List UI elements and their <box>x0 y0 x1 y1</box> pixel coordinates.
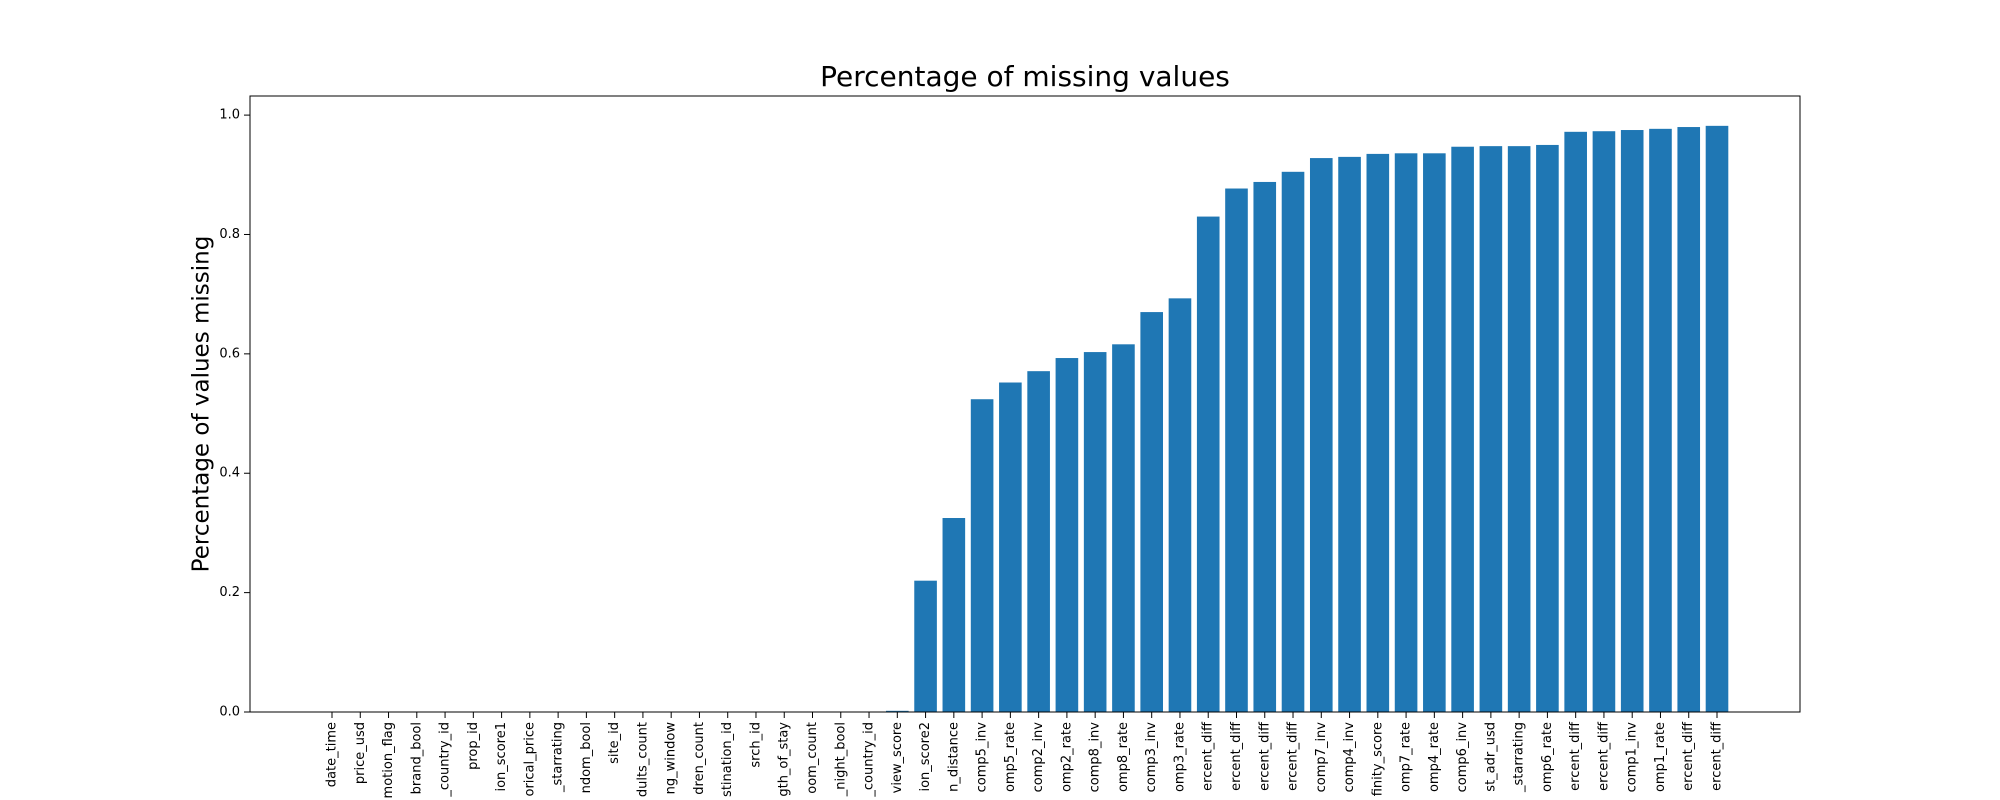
bar <box>1112 344 1135 712</box>
x-tick-label: comp2_inv <box>1031 722 1046 793</box>
y-tick-label: 1.0 <box>219 108 240 123</box>
x-tick-label: ercent_diff <box>1257 721 1272 791</box>
bar <box>1225 188 1248 712</box>
bar <box>1536 144 1559 712</box>
x-tick-label: brand_bool <box>409 722 424 794</box>
x-tick-label: comp7_inv <box>1314 722 1329 793</box>
y-axis-label: Percentage of values missing <box>189 236 215 573</box>
x-tick-label: ng_window <box>664 722 679 795</box>
bar <box>914 580 937 712</box>
x-tick-label: view_score <box>890 722 905 793</box>
x-tick-label: oom_count <box>805 722 820 794</box>
x-tick-label: price_usd <box>353 722 368 784</box>
x-tick-label: ercent_diff <box>1710 721 1725 791</box>
x-tick-label: comp5_inv <box>975 722 990 793</box>
x-tick-label: dren_count <box>692 722 707 795</box>
x-tick-label: omp7_rate <box>1399 722 1414 792</box>
y-tick-label: 0.8 <box>219 227 240 242</box>
x-tick-label: ercent_diff <box>1286 721 1301 791</box>
x-tick-label: omp4_rate <box>1427 722 1442 792</box>
bar <box>1083 352 1107 712</box>
x-tick-label: omp2_rate <box>1059 722 1074 792</box>
bar <box>1140 312 1163 712</box>
x-tick-label: comp1_inv <box>1625 722 1640 793</box>
chart-title: Percentage of missing values <box>820 60 1230 93</box>
y-tick-label: 0.2 <box>219 585 240 600</box>
bar <box>1309 158 1333 712</box>
x-tick-label: n_distance <box>946 722 961 792</box>
x-tick-label: site_id <box>607 722 622 764</box>
bar <box>1394 153 1418 713</box>
bar <box>970 399 994 712</box>
bar <box>1592 131 1616 713</box>
bar <box>1705 125 1729 712</box>
x-tick-label: stination_id <box>720 722 735 797</box>
x-tick-label: orical_price <box>522 722 537 797</box>
bar <box>1366 153 1390 712</box>
x-tick-label: _country_id <box>862 722 877 798</box>
bar <box>1027 371 1050 712</box>
x-tick-label: _country_id <box>438 722 453 798</box>
x-tick-label: ercent_diff <box>1229 721 1244 791</box>
x-tick-label: motion_flag <box>381 722 396 798</box>
x-tick-label: ion_score2 <box>918 722 933 792</box>
bar <box>1677 127 1701 712</box>
x-tick-label: ercent_diff <box>1681 721 1696 791</box>
bar <box>1338 156 1361 712</box>
plot-frame <box>249 95 1801 713</box>
x-tick-label: ndom_bool <box>579 722 594 793</box>
x-tick-label: comp4_inv <box>1342 722 1357 793</box>
x-tick-label: _starrating <box>551 722 566 793</box>
x-tick-label: st_adr_usd <box>1483 722 1498 792</box>
x-tick-label: _starrating <box>1512 722 1527 793</box>
bar <box>1253 181 1277 712</box>
bar <box>1281 171 1305 712</box>
x-tick-label: omp5_rate <box>1003 722 1018 792</box>
bar <box>942 518 966 712</box>
bar <box>1507 146 1531 713</box>
x-tick-label: omp1_rate <box>1653 722 1668 792</box>
bar <box>999 382 1022 712</box>
y-tick-label: 0.4 <box>219 466 240 481</box>
bar <box>1479 146 1503 713</box>
x-tick-label: dults_count <box>635 722 650 797</box>
y-tick-label: 0.6 <box>219 346 240 361</box>
x-tick-label: date_time <box>325 722 340 787</box>
x-tick-label: srch_id <box>748 722 763 768</box>
x-tick-label: _night_bool <box>833 722 848 797</box>
bar <box>1055 358 1079 712</box>
x-tick-label: ercent_diff <box>1596 721 1611 791</box>
bar <box>1196 216 1220 712</box>
x-tick-label: comp8_inv <box>1088 722 1103 793</box>
bar <box>886 710 909 712</box>
x-tick-label: comp3_inv <box>1144 722 1159 793</box>
y-tick-label: 0.0 <box>219 705 240 720</box>
bar <box>1168 298 1192 712</box>
x-tick-label: prop_id <box>466 722 481 770</box>
x-tick-label: gth_of_stay <box>777 722 792 797</box>
x-tick-label: finity_score <box>1370 722 1385 796</box>
x-tick-label: comp6_inv <box>1455 722 1470 793</box>
bar <box>1423 153 1446 713</box>
x-tick-label: omp8_rate <box>1116 722 1131 792</box>
bar <box>1451 146 1474 712</box>
x-tick-label: omp6_rate <box>1540 722 1555 792</box>
bar <box>1564 131 1587 712</box>
x-tick-label: ion_score1 <box>494 722 509 792</box>
x-tick-label: ercent_diff <box>1201 721 1216 791</box>
bar <box>1620 130 1644 712</box>
bar <box>1649 128 1672 712</box>
x-tick-label: omp3_rate <box>1172 722 1187 792</box>
x-tick-label: ercent_diff <box>1568 721 1583 791</box>
